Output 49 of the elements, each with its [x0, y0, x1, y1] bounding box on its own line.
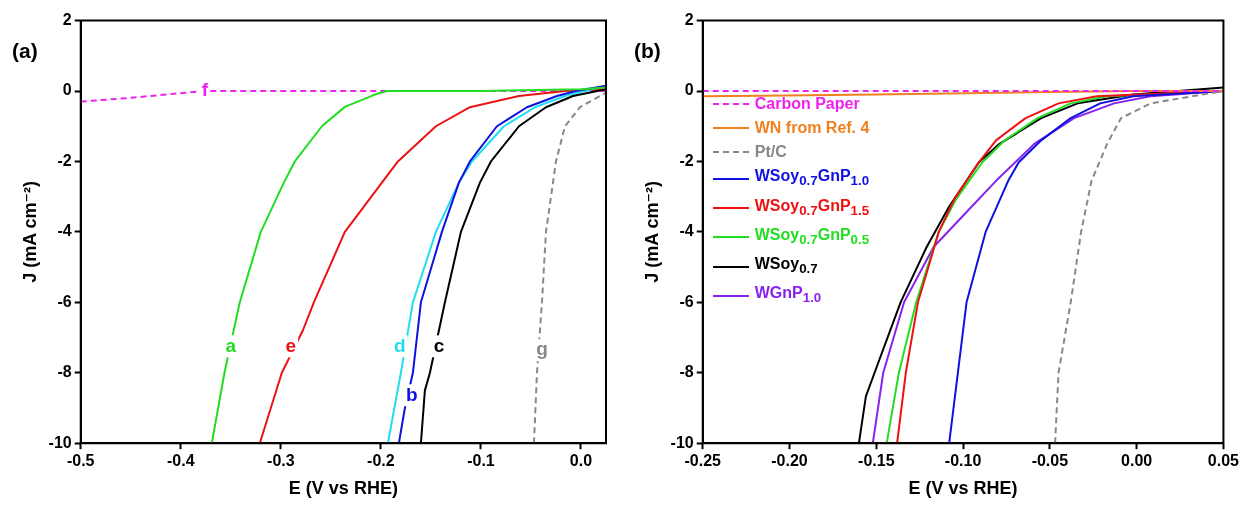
legend-label: WSoy$_{0.7}$GnP$_{1.0}$ — [754, 166, 870, 191]
x-axis-title: E (V vs RHE) — [908, 478, 1018, 499]
x-tick-label: -0.3 — [267, 452, 295, 470]
x-tick-label: -0.25 — [684, 452, 722, 470]
annotation: c — [433, 334, 445, 356]
legend-label: WSoy$_{0.7}$GnP$_{0.5}$ — [754, 224, 870, 249]
x-tick-label: -0.4 — [166, 452, 195, 470]
y-tick-label: -2 — [679, 151, 694, 169]
x-tick-label: 0.00 — [1121, 452, 1153, 470]
y-tick-label: -4 — [57, 222, 72, 240]
annotation: d — [394, 334, 406, 356]
y-tick-label: -6 — [57, 292, 72, 310]
y-tick-label: -10 — [670, 433, 694, 451]
x-tick-label: 0.05 — [1207, 452, 1240, 470]
annotation: a — [225, 334, 237, 356]
annotation: g — [536, 338, 548, 360]
y-axis-title: J (mA cm⁻²) — [19, 180, 40, 283]
y-tick-label: -8 — [57, 363, 72, 381]
y-tick-label: 0 — [62, 81, 72, 99]
text: (a) — [12, 39, 38, 63]
y-tick-label: 2 — [62, 11, 72, 29]
x-tick-label: -0.10 — [944, 452, 982, 470]
x-axis-title: E (V vs RHE) — [288, 478, 398, 499]
legend-label: Carbon Paper — [754, 94, 860, 115]
x-tick-label: -0.2 — [367, 452, 395, 470]
y-tick-label: -10 — [48, 433, 72, 451]
x-tick-label: 0.0 — [569, 452, 593, 470]
y-tick-label: -6 — [679, 292, 694, 310]
legend-label: Pt/C — [754, 142, 787, 163]
legend-label: WSoy$_{0.7}$ — [754, 254, 818, 279]
line-series — [532, 91, 606, 444]
annotation: b — [406, 383, 418, 405]
annotation: e — [285, 334, 297, 356]
y-tick-label: -8 — [679, 363, 694, 381]
x-tick-label: -0.20 — [771, 452, 808, 470]
y-axis-title: J (mA cm⁻²) — [641, 180, 662, 283]
text: (b) — [634, 39, 661, 63]
legend-label: WSoy$_{0.7}$GnP$_{1.5}$ — [754, 195, 870, 220]
y-tick-label: -4 — [679, 222, 694, 240]
y-tick-label: 0 — [684, 81, 694, 99]
x-tick-label: -0.05 — [1031, 452, 1069, 470]
y-tick-label: 2 — [684, 11, 694, 29]
y-tick-label: -2 — [57, 151, 72, 169]
annotation: f — [201, 79, 209, 101]
legend-label: WGnP$_{1.0}$ — [754, 283, 822, 308]
x-tick-label: -0.15 — [858, 452, 895, 470]
x-tick-label: -0.5 — [66, 452, 95, 470]
legend-label: WN from Ref. 4 — [754, 118, 870, 139]
x-tick-label: -0.1 — [467, 452, 495, 470]
